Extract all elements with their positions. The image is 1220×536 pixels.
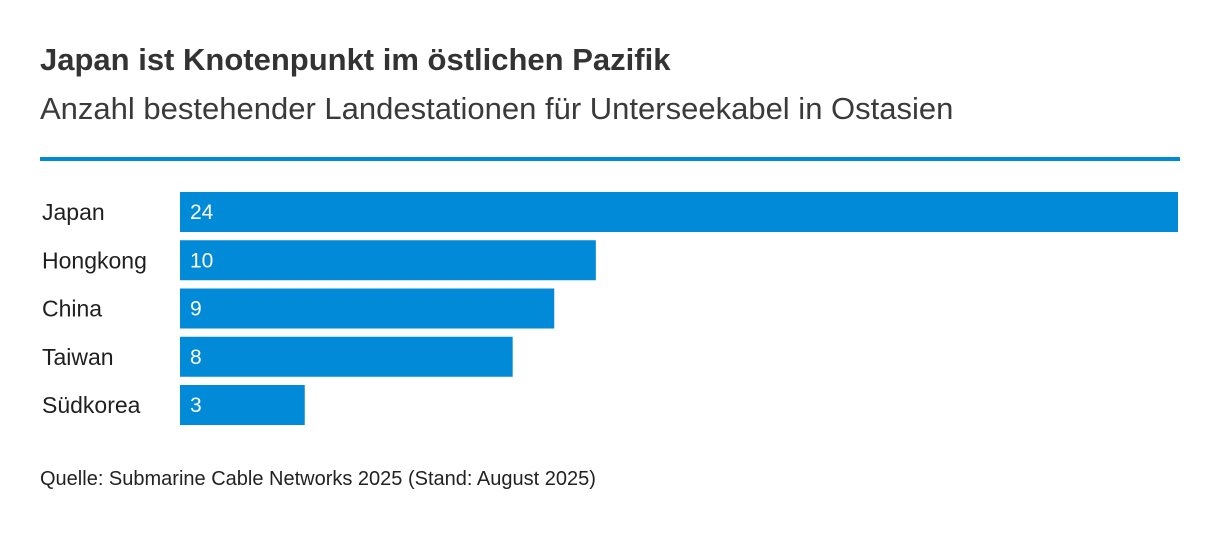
category-label: Hongkong — [42, 247, 147, 273]
bar — [180, 240, 596, 281]
source-note: Quelle: Submarine Cable Networks 2025 (S… — [40, 468, 596, 490]
bar — [180, 336, 513, 377]
title-divider — [40, 157, 1180, 161]
bar-value-label: 9 — [190, 298, 202, 321]
bar-value-label: 24 — [190, 201, 214, 224]
chart-subtitle: Anzahl bestehender Landestationen für Un… — [40, 91, 954, 126]
category-label: Taiwan — [42, 344, 114, 370]
category-label: China — [42, 296, 102, 322]
bar-value-label: 3 — [190, 394, 202, 417]
bar-value-label: 10 — [190, 249, 213, 272]
category-label: Japan — [42, 199, 105, 225]
bar — [180, 288, 555, 329]
bar — [180, 192, 1178, 232]
chart-title: Japan ist Knotenpunkt im östlichen Pazif… — [40, 42, 671, 77]
bar-value-label: 8 — [190, 346, 202, 369]
bar — [180, 385, 305, 425]
category-label: Südkorea — [42, 392, 141, 418]
